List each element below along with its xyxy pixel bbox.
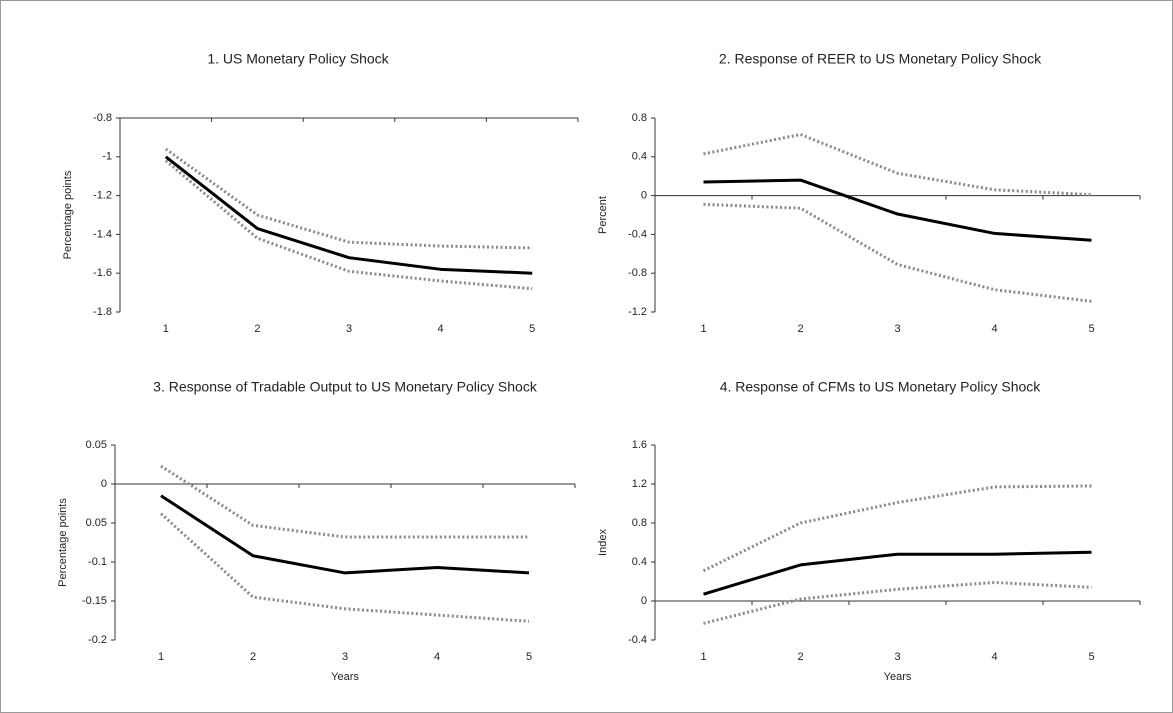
chart-title: 3. Response of Tradable Output to US Mon… xyxy=(153,379,538,395)
series-line xyxy=(164,159,533,291)
x-tick-label: 3 xyxy=(346,323,352,335)
y-tick-label: -0.4 xyxy=(628,634,647,646)
series-line xyxy=(702,484,1092,573)
y-tick-label: -1.6 xyxy=(93,267,112,279)
x-tick-label: 1 xyxy=(700,323,706,335)
y-tick-label: 1.6 xyxy=(632,439,647,451)
y-tick-label: -1.2 xyxy=(93,190,112,202)
y-tick-label: 0 xyxy=(641,595,647,607)
series-line xyxy=(160,464,529,539)
chart-title: 2. Response of REER to US Monetary Polic… xyxy=(719,51,1042,67)
x-tick-label: 2 xyxy=(797,651,803,663)
x-tick-label: 2 xyxy=(254,323,260,335)
x-axis-label: Years xyxy=(331,671,359,683)
y-tick-label: 0.05 xyxy=(86,439,107,451)
y-axis-label: Percent xyxy=(597,196,609,234)
x-tick-label: 3 xyxy=(894,651,900,663)
x-tick-label: 2 xyxy=(797,323,803,335)
y-tick-label: -1 xyxy=(102,151,112,163)
x-tick-label: 3 xyxy=(894,323,900,335)
y-tick-label: 0.8 xyxy=(632,112,647,124)
series-line xyxy=(164,147,533,250)
x-tick-label: 4 xyxy=(434,651,440,663)
x-axis-label: Years xyxy=(884,671,912,683)
x-tick-label: 2 xyxy=(250,651,256,663)
chart-title: 1. US Monetary Policy Shock xyxy=(207,51,389,67)
series-line xyxy=(160,494,530,575)
x-tick-label: 4 xyxy=(991,323,997,335)
x-tick-label: 4 xyxy=(438,323,444,335)
y-tick-label: 0.4 xyxy=(632,556,647,568)
x-tick-label: 5 xyxy=(529,323,535,335)
x-tick-label: 1 xyxy=(163,323,169,335)
y-tick-label: 0.05 xyxy=(86,517,107,529)
series-line xyxy=(164,155,533,275)
series-line xyxy=(703,132,1092,197)
x-tick-label: 5 xyxy=(526,651,532,663)
y-tick-label: 0.8 xyxy=(632,517,647,529)
series-line xyxy=(703,202,1092,303)
y-axis-label: Percentage points xyxy=(62,170,74,259)
series-line xyxy=(159,512,530,623)
y-tick-label: -0.1 xyxy=(88,556,107,568)
y-tick-label: 0 xyxy=(641,190,647,202)
y-tick-label: -1.4 xyxy=(93,228,112,240)
y-tick-label: 1.2 xyxy=(632,478,647,490)
y-axis-label: Index xyxy=(597,529,609,556)
x-tick-label: 3 xyxy=(342,651,348,663)
x-tick-label: 4 xyxy=(991,651,997,663)
y-tick-label: 0 xyxy=(101,478,107,490)
x-tick-label: 1 xyxy=(158,651,164,663)
series-line xyxy=(703,550,1092,596)
y-tick-label: -0.8 xyxy=(628,267,647,279)
y-tick-label: -0.15 xyxy=(82,595,107,607)
x-tick-label: 5 xyxy=(1088,323,1094,335)
chart-title: 4. Response of CFMs to US Monetary Polic… xyxy=(720,379,1042,395)
y-tick-label: -1.8 xyxy=(93,306,112,318)
y-tick-label: 0.4 xyxy=(632,151,647,163)
y-tick-label: -0.8 xyxy=(93,112,112,124)
y-tick-label: -0.2 xyxy=(88,634,107,646)
y-tick-label: -1.2 xyxy=(628,306,647,318)
x-tick-label: 5 xyxy=(1088,651,1094,663)
x-tick-label: 1 xyxy=(700,651,706,663)
series-line xyxy=(703,178,1092,242)
y-tick-label: -0.4 xyxy=(628,228,647,240)
y-axis-label: Percentage points xyxy=(57,498,69,587)
